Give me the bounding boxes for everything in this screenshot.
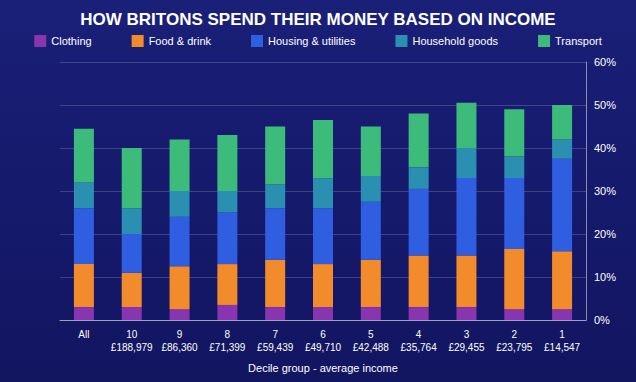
svg-text:0%: 0%: [594, 314, 610, 326]
svg-text:Household goods: Household goods: [412, 35, 498, 47]
svg-text:9: 9: [177, 329, 183, 340]
svg-text:5: 5: [368, 329, 374, 340]
svg-text:50%: 50%: [594, 99, 616, 111]
svg-text:4: 4: [416, 329, 422, 340]
svg-text:1: 1: [559, 329, 565, 340]
svg-text:All: All: [78, 329, 89, 340]
svg-text:£23,795: £23,795: [496, 342, 533, 353]
svg-text:Food & drink: Food & drink: [149, 35, 212, 47]
svg-text:£29,455: £29,455: [448, 342, 485, 353]
svg-text:40%: 40%: [594, 142, 616, 154]
svg-text:60%: 60%: [594, 56, 616, 68]
svg-text:Decile group - average income: Decile group - average income: [248, 362, 398, 374]
svg-text:10: 10: [126, 329, 138, 340]
svg-text:HOW BRITONS SPEND THEIR MONEY: HOW BRITONS SPEND THEIR MONEY BASED ON I…: [80, 10, 555, 29]
svg-text:£188,979: £188,979: [111, 342, 153, 353]
svg-text:Transport: Transport: [555, 35, 602, 47]
svg-text:£86,360: £86,360: [161, 342, 198, 353]
svg-text:10%: 10%: [594, 271, 616, 283]
svg-text:2: 2: [511, 329, 517, 340]
svg-text:£49,710: £49,710: [305, 342, 342, 353]
svg-text:7: 7: [272, 329, 278, 340]
svg-text:£59,439: £59,439: [257, 342, 294, 353]
svg-text:30%: 30%: [594, 185, 616, 197]
svg-text:Clothing: Clothing: [51, 35, 91, 47]
svg-text:£42,488: £42,488: [353, 342, 390, 353]
svg-text:8: 8: [225, 329, 231, 340]
svg-text:£14,547: £14,547: [544, 342, 581, 353]
svg-text:£35,764: £35,764: [401, 342, 438, 353]
svg-text:3: 3: [464, 329, 470, 340]
svg-text:Housing & utilities: Housing & utilities: [268, 35, 356, 47]
svg-text:6: 6: [320, 329, 326, 340]
svg-text:20%: 20%: [594, 228, 616, 240]
svg-text:£71,399: £71,399: [209, 342, 246, 353]
